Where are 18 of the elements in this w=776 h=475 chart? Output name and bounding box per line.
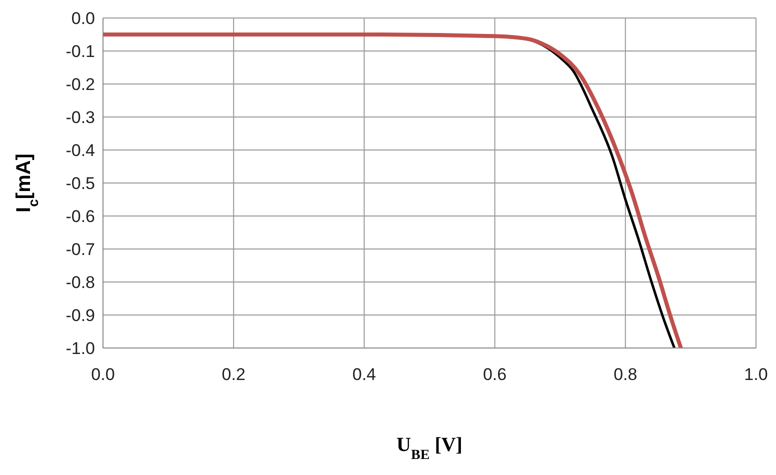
- y-tick-label: -0.7: [66, 240, 95, 260]
- x-tick-label: 0.0: [91, 365, 115, 384]
- x-tick-label: 1.0: [744, 365, 768, 384]
- y-tick-label: -1.0: [66, 339, 95, 358]
- y-tick-label: 0.0: [71, 9, 95, 28]
- y-tick-label: -0.9: [66, 306, 95, 326]
- y-tick-label: -0.2: [66, 75, 95, 94]
- y-tick-label: -0.6: [66, 207, 95, 226]
- x-tick-label: 0.4: [352, 365, 376, 384]
- x-axis-title: U$_{BE}$ [V]: [396, 434, 462, 462]
- y-tick-label: -0.4: [66, 141, 95, 160]
- y-tick-label: -0.5: [66, 174, 95, 194]
- x-tick-label: 0.6: [482, 365, 507, 384]
- y-tick-label: -0.8: [66, 273, 95, 292]
- y-tick-label: -0.1: [66, 42, 95, 62]
- x-tick-label: 0.2: [222, 365, 246, 384]
- y-tick-label: -0.3: [66, 108, 95, 128]
- x-tick-label: 0.8: [614, 365, 638, 384]
